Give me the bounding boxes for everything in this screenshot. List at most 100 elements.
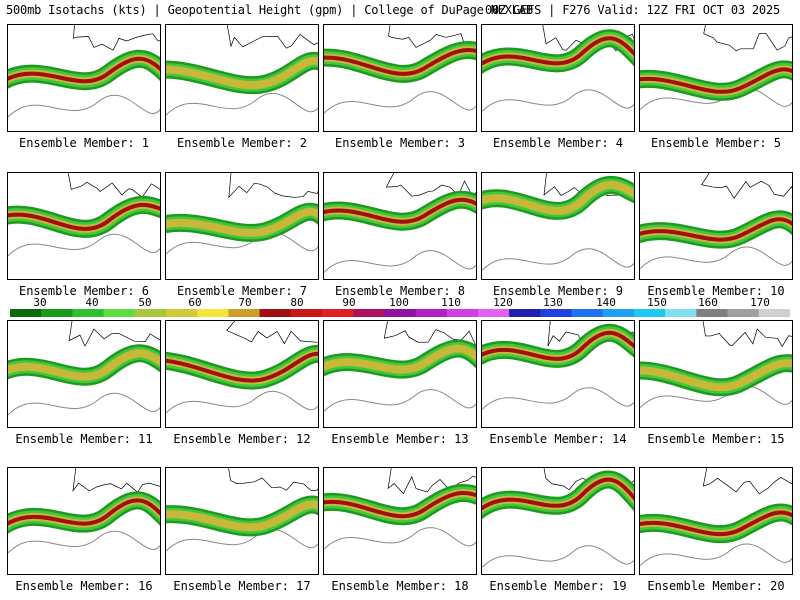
height-contour [324,527,476,550]
colorbar-swatch [290,309,323,317]
ensemble-member-label: Ensemble Member: 5 [650,136,782,150]
ensemble-member-label: Ensemble Member: 6 [18,284,150,298]
ensemble-panel-14 [481,320,635,428]
jet-core [482,36,634,66]
jet-stream-map [482,468,634,568]
ensemble-panel-5 [639,24,793,132]
ensemble-panel-10 [639,172,793,280]
ensemble-member-label: Ensemble Member: 3 [334,136,466,150]
ensemble-panel-1 [7,24,161,132]
ensemble-member-label: Ensemble Member: 7 [176,284,308,298]
coastline [72,468,160,493]
colorbar-swatch [103,309,136,317]
colorbar-swatch [72,309,105,317]
coastline [67,173,160,198]
jet-stream-map [482,321,634,410]
jet-stream-map [8,173,160,257]
jet-stream-map [640,468,792,567]
jet-stream-map [166,173,318,255]
ensemble-member-label: Ensemble Member: 10 [647,284,785,298]
colorbar-tick-label: 170 [750,296,770,309]
jet-stream-map [482,173,634,271]
ensemble-member-label: Ensemble Member: 16 [15,579,153,593]
jet-core [324,48,476,76]
coastline [73,25,160,51]
ensemble-member-label: Ensemble Member: 11 [15,432,153,446]
colorbar-swatch [228,309,261,317]
height-contour [482,387,634,410]
colorbar-tick-label: 50 [138,296,152,309]
colorbar-swatch [10,309,42,317]
colorbar-swatch [665,309,697,317]
ensemble-member-label: Ensemble Member: 20 [647,579,785,593]
coastline [226,25,318,49]
colorbar-swatch [758,309,790,317]
height-contour [324,91,476,114]
colorbar-swatch [540,309,573,317]
ensemble-panel-9 [481,172,635,280]
jet-band [166,56,318,90]
height-contour [640,543,792,567]
ensemble-member-label: Ensemble Member: 9 [492,284,624,298]
jet-stream-map [8,25,160,118]
colorbar-swatch [727,309,760,317]
coastline [228,468,318,491]
ensemble-panel-19 [481,467,635,575]
colorbar-tick-label: 30 [33,296,47,309]
coastline [702,468,792,495]
height-contour [8,392,160,416]
ensemble-panel-20 [639,467,793,575]
jet-stream-map [166,25,318,116]
ensemble-member-label: Ensemble Member: 15 [647,432,785,446]
jet-core [166,351,318,383]
ensemble-member-label: Ensemble Member: 4 [492,136,624,150]
colorbar-tick-label: 140 [596,296,616,309]
height-contour [482,89,634,112]
colorbar-swatch [166,309,198,317]
colorbar-tick-label: 150 [647,296,667,309]
jet-band [8,349,160,381]
jet-stream-map [166,321,318,414]
colorbar-swatch [384,309,417,317]
ensemble-member-label: Ensemble Member: 19 [489,579,627,593]
height-contour [324,389,476,412]
colorbar-tick-label: 40 [85,296,99,309]
height-contour [166,390,318,414]
jet-band [166,207,318,237]
colorbar-swatch [197,309,229,317]
colorbar-swatch [41,309,73,317]
jet-stream-map [324,321,476,412]
colorbar-swatch [353,309,385,317]
ensemble-member-label: Ensemble Member: 18 [331,579,469,593]
colorbar-tick-label: 90 [342,296,356,309]
jet-band [482,180,634,215]
coastline [383,321,476,347]
height-contour [324,250,476,273]
ensemble-panel-2 [165,24,319,132]
jet-stream-map [324,173,476,273]
ensemble-member-label: Ensemble Member: 8 [334,284,466,298]
ensemble-panel-3 [323,24,477,132]
jet-stream-map [166,468,318,552]
ensemble-panel-15 [639,320,793,428]
ensemble-member-label: Ensemble Member: 14 [489,432,627,446]
coastline [702,321,792,348]
height-contour [8,233,160,257]
colorbar-swatch [134,309,167,317]
ensemble-member-label: Ensemble Member: 13 [331,432,469,446]
colorbar-tick-label: 120 [493,296,513,309]
ensemble-panel-4 [481,24,635,132]
jet-band [640,359,792,392]
jet-core [8,498,160,526]
colorbar-swatch [415,309,448,317]
jet-core [324,197,476,224]
ensemble-panel-11 [7,320,161,428]
colorbar-tick-label: 70 [238,296,252,309]
jet-stream-map [482,25,634,112]
coastline [226,321,318,345]
jet-core [482,330,634,361]
colorbar-tick-label: 130 [543,296,563,309]
colorbar-swatch [322,309,354,317]
jet-stream-map [640,173,792,270]
ensemble-panel-7 [165,172,319,280]
